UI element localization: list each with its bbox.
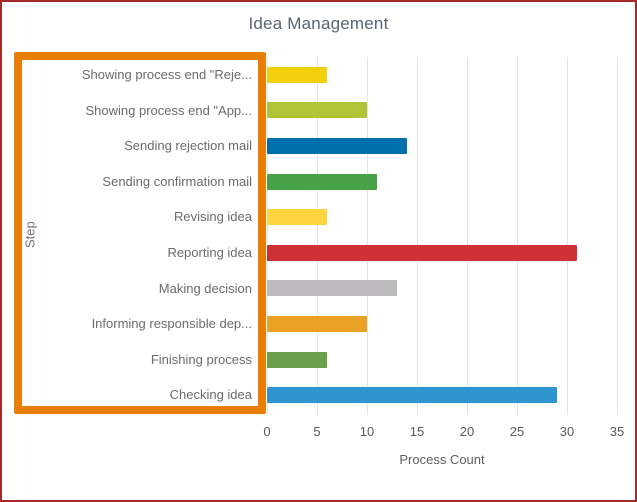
category-label: Making decision — [158, 280, 252, 296]
x-tick-label: 0 — [263, 424, 271, 439]
gridline — [267, 57, 268, 415]
category-label: Finishing process — [150, 351, 252, 367]
gridline — [467, 57, 468, 415]
bar-6 — [267, 280, 397, 297]
x-tick-label: 15 — [409, 424, 425, 439]
category-label: Reporting idea — [167, 245, 252, 260]
gridline — [317, 57, 318, 415]
x-tick-label: 5 — [313, 424, 321, 439]
bar-9 — [267, 387, 557, 404]
bar-8 — [267, 351, 327, 368]
bar-5 — [267, 244, 577, 261]
x-tick-label: 30 — [559, 424, 575, 439]
bar-0 — [267, 66, 327, 83]
x-tick-label: 25 — [509, 424, 525, 439]
category-label: Checking idea — [169, 387, 252, 403]
bar-4 — [267, 209, 327, 226]
category-label: Showing process end "App... — [85, 102, 253, 118]
category-label: Sending rejection mail — [124, 138, 252, 154]
gridline — [417, 57, 418, 415]
category-label: Revising idea — [173, 209, 252, 225]
category-label: Sending confirmation mail — [102, 173, 252, 189]
x-axis-title: Process Count — [399, 452, 485, 467]
gridline — [517, 57, 518, 415]
bar-2 — [267, 138, 407, 154]
category-label: Informing responsible dep... — [91, 316, 252, 332]
bar-3 — [267, 173, 377, 190]
gridline — [617, 57, 618, 415]
category-label: Showing process end "Reje... — [81, 67, 252, 82]
x-axis-tick-labels: 0 5 10 15 20 25 30 35 — [263, 424, 624, 440]
bar-7 — [267, 316, 367, 332]
chart-title: Idea Management — [248, 14, 389, 33]
plot-area — [267, 57, 618, 415]
x-tick-label: 10 — [359, 424, 375, 439]
bar-1 — [267, 102, 367, 119]
x-tick-label: 20 — [459, 424, 475, 439]
gridline — [367, 57, 368, 415]
x-tick-label: 35 — [609, 424, 625, 439]
category-labels: Showing process end "Reje... Showing proc… — [18, 57, 256, 413]
gridline — [567, 57, 568, 415]
